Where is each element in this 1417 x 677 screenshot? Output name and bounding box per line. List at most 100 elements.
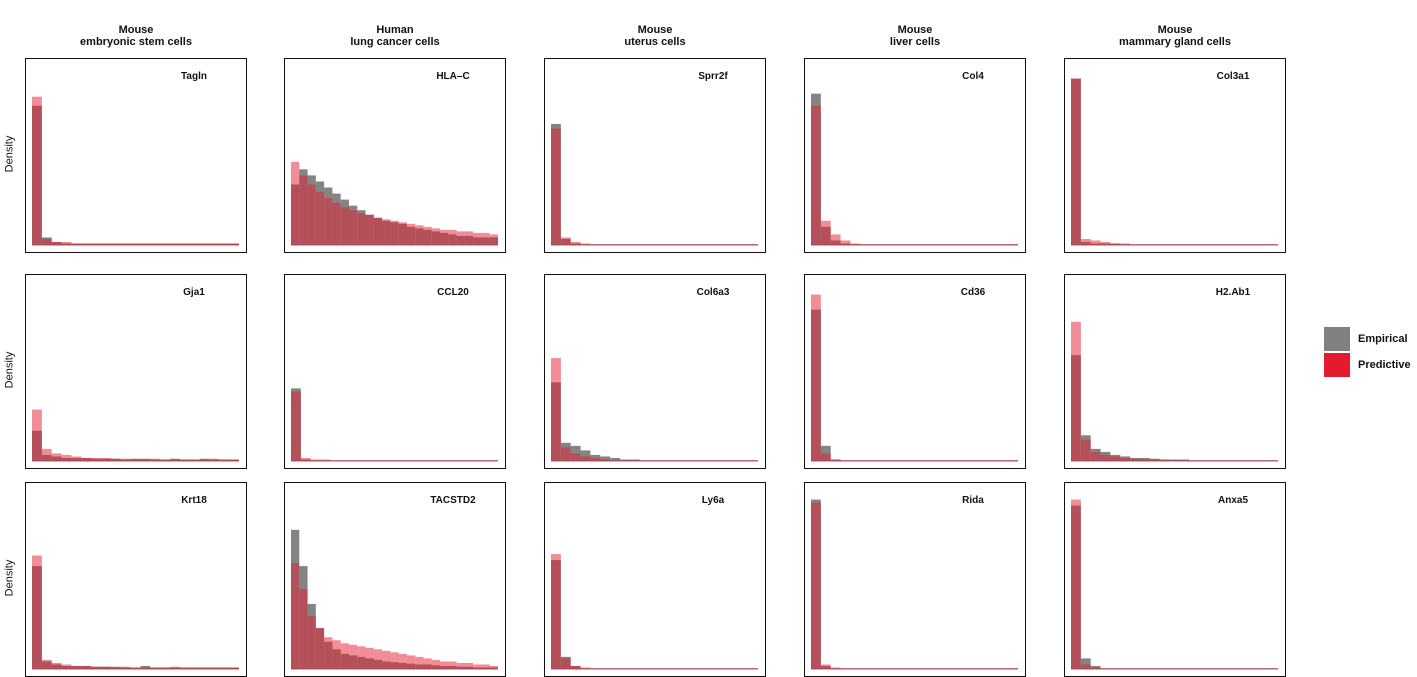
bar-predictive (179, 243, 190, 245)
bar-predictive (307, 616, 316, 669)
bar-predictive (330, 460, 341, 461)
bar-predictive (489, 665, 498, 669)
bar-predictive (919, 460, 930, 461)
bar-predictive (570, 665, 581, 669)
bar-predictive (679, 244, 689, 245)
bar-predictive (140, 459, 151, 461)
bar-empirical (1090, 665, 1101, 669)
bar-predictive (1090, 451, 1101, 461)
bar-predictive (988, 244, 999, 245)
bar-predictive (909, 460, 920, 461)
bar-predictive (431, 228, 441, 245)
bar-predictive (332, 640, 341, 669)
bar-predictive (229, 667, 239, 669)
bar-predictive (120, 243, 131, 245)
bar-predictive (150, 667, 161, 669)
bar-predictive (199, 459, 210, 461)
bar-predictive (708, 460, 719, 461)
bar-predictive (1110, 456, 1121, 461)
bar-predictive (580, 456, 591, 461)
bar-predictive (620, 244, 630, 245)
bar-predictive (32, 409, 42, 461)
bar-predictive (880, 244, 890, 245)
bar-predictive (456, 662, 465, 669)
bar-predictive (219, 243, 230, 245)
bar-predictive (189, 667, 200, 669)
bar-predictive (1080, 439, 1091, 461)
bar-predictive (398, 222, 407, 245)
bar-predictive (639, 460, 650, 461)
histogram-panel: Gja1 (25, 274, 247, 469)
bar-predictive (899, 244, 910, 245)
bar-predictive (958, 244, 969, 245)
bar-predictive (1090, 240, 1101, 245)
bar-predictive (51, 453, 62, 461)
bar-predictive (110, 243, 121, 245)
bar-predictive (840, 240, 851, 245)
bar-predictive (101, 457, 111, 461)
gene-label: Rida (962, 495, 984, 506)
bar-predictive (1120, 457, 1131, 461)
bar-predictive (998, 244, 1009, 245)
bar-predictive (820, 664, 831, 669)
bar-predictive (110, 458, 121, 461)
bar-predictive (415, 656, 424, 669)
bar-predictive (1169, 244, 1180, 245)
bar-predictive (939, 460, 949, 461)
histogram-plot (811, 499, 1018, 670)
bar-predictive (1110, 243, 1121, 245)
bar-predictive (489, 234, 498, 245)
bar-empirical (629, 459, 640, 461)
bar-predictive (448, 460, 459, 461)
bar-predictive (870, 460, 880, 461)
bar-predictive (811, 105, 821, 245)
bar-predictive (909, 244, 920, 245)
bar-predictive (1140, 244, 1150, 245)
bar-predictive (440, 229, 449, 245)
bar-predictive (448, 661, 457, 669)
bar-predictive (315, 192, 325, 245)
bar-predictive (41, 448, 52, 461)
bar-predictive (320, 459, 331, 461)
column-title: Mouse embryonic stem cells (80, 24, 192, 48)
bar-predictive (71, 456, 82, 461)
histogram-panel: Sprr2f (544, 58, 766, 253)
bar-predictive (120, 666, 131, 669)
bar-predictive (41, 238, 52, 245)
bar-predictive (406, 655, 416, 669)
bar-predictive (61, 454, 72, 461)
gene-label: H2.Ab1 (1215, 287, 1251, 298)
histogram-plot (291, 161, 498, 246)
bar-predictive (1100, 454, 1111, 461)
bar-predictive (968, 244, 979, 245)
bar-predictive (659, 244, 670, 245)
bar-predictive (679, 460, 689, 461)
bar-predictive (1199, 460, 1209, 461)
bar-predictive (365, 214, 374, 245)
bar-predictive (1071, 499, 1081, 669)
bar-predictive (689, 460, 699, 461)
bar-predictive (291, 161, 300, 245)
bar-predictive (1209, 244, 1219, 245)
bar-predictive (929, 460, 940, 461)
histogram-plot (1071, 499, 1278, 670)
gene-label: Anxa5 (1217, 495, 1248, 506)
bar-empirical (140, 665, 151, 669)
histogram-panel: Krt18 (25, 482, 247, 677)
bar-predictive (61, 241, 72, 245)
bar-predictive (988, 460, 999, 461)
bar-predictive (949, 244, 959, 245)
bar-predictive (179, 459, 190, 461)
legend-swatch-empirical (1324, 327, 1350, 351)
bar-predictive (464, 231, 474, 245)
bar-predictive (689, 244, 699, 245)
bar-predictive (409, 460, 420, 461)
bar-predictive (1169, 460, 1180, 461)
bar-predictive (899, 460, 910, 461)
histogram-plot (32, 96, 239, 246)
bar-predictive (860, 244, 871, 245)
bar-empirical (610, 457, 620, 461)
bar-predictive (580, 667, 591, 669)
bar-predictive (811, 294, 821, 461)
histogram-panel: CCL20 (284, 274, 506, 469)
